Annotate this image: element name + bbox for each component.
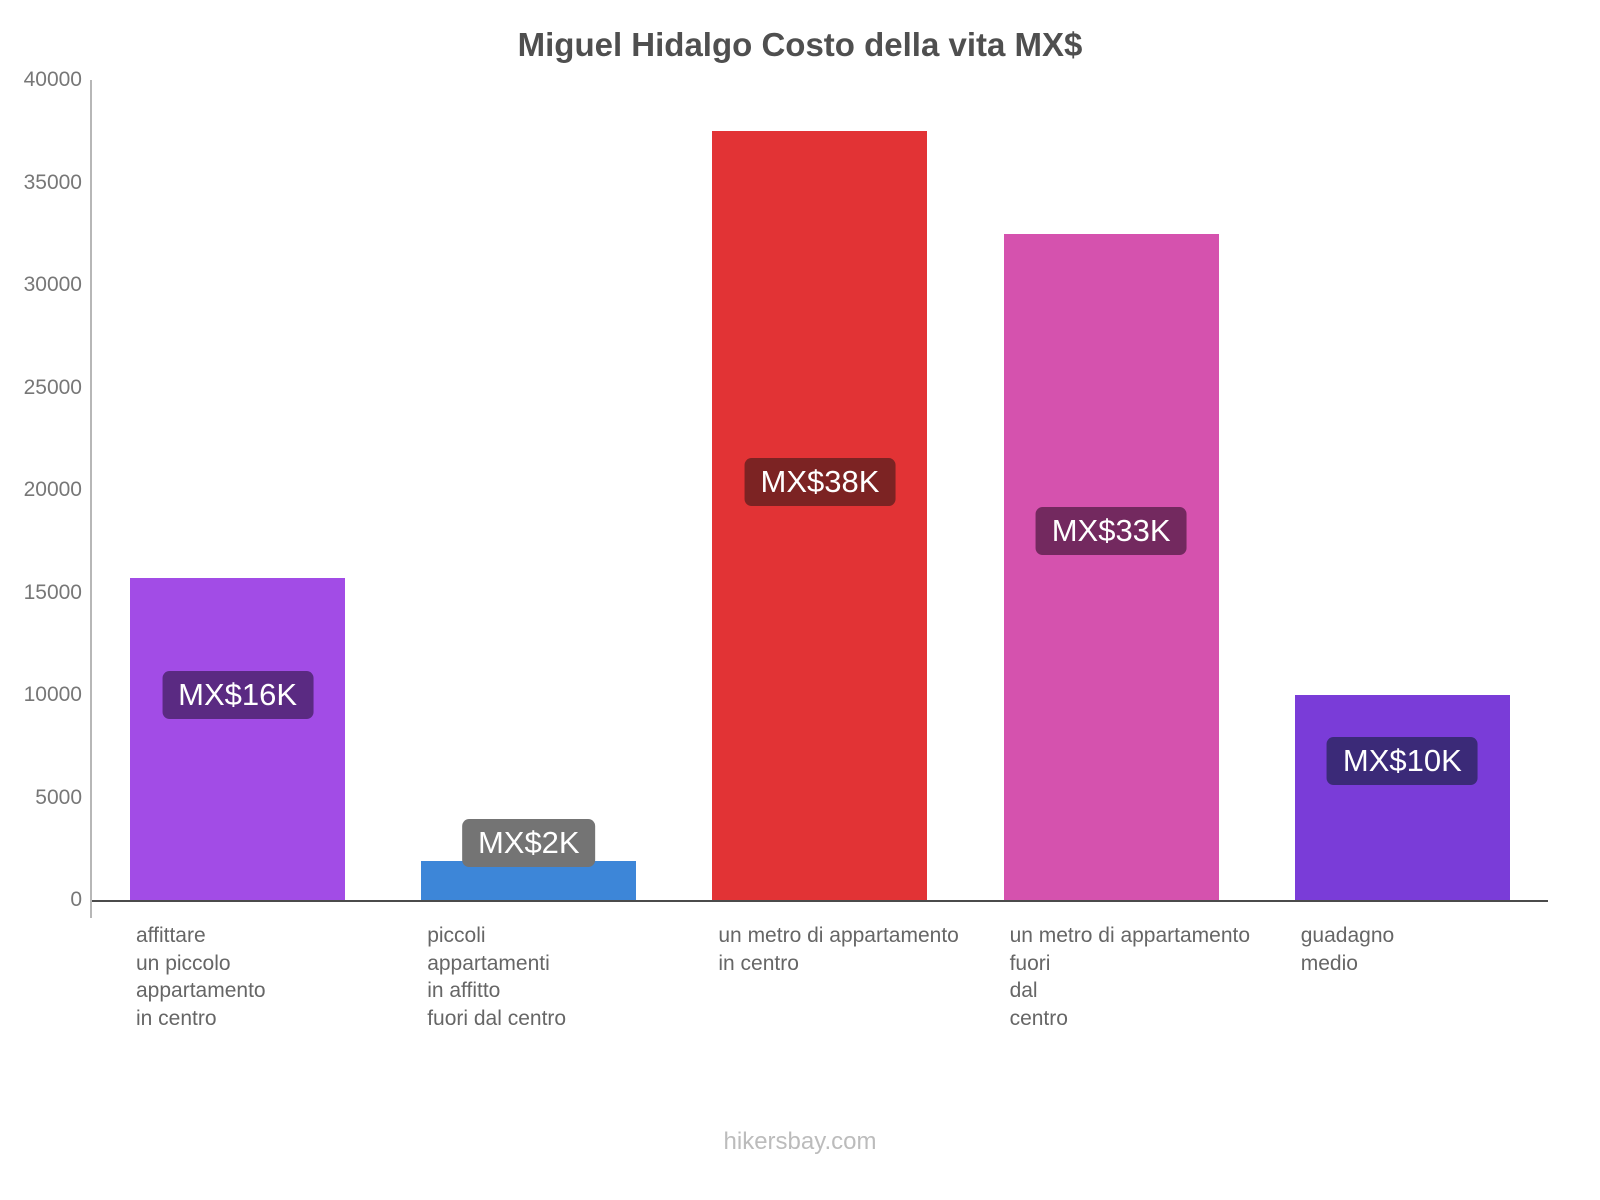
- bar-value-label: MX$10K: [1326, 736, 1478, 785]
- watermark-text: hikersbay.com: [723, 1128, 877, 1155]
- x-category-label-line: piccoli: [427, 924, 486, 947]
- x-category-label-line: in affitto: [427, 979, 501, 1003]
- y-axis-ticks: 0 5000 10000 15000 20000 25000 30000 35000 40000: [0, 68, 82, 911]
- x-category-label: un metro di appartamento fuori dal centro: [966, 922, 1257, 1033]
- bar-2: MX$2K: [421, 818, 637, 900]
- x-category-label: affittare un piccolo appartamento in centro: [92, 922, 383, 1033]
- x-category-label-line: affittare: [136, 924, 206, 947]
- y-tick-label: 0: [70, 888, 82, 911]
- y-tick-label: 5000: [35, 785, 82, 809]
- bar-5: MX$10K: [1294, 695, 1510, 900]
- y-tick-label: 15000: [23, 580, 82, 604]
- x-axis-labels: affittare un piccolo appartamento in centro…: [92, 922, 1548, 1033]
- bar-4: MX$33K: [1003, 233, 1219, 900]
- bar-slot: MX$33K: [966, 80, 1257, 900]
- y-tick-label: 40000: [23, 68, 82, 91]
- bar-value-label: MX$16K: [162, 670, 314, 720]
- y-axis-line: [90, 80, 92, 918]
- y-tick-label: 20000: [23, 478, 82, 501]
- bar-slot: MX$10K: [1257, 80, 1548, 900]
- bar-1: MX$16K: [130, 578, 346, 900]
- x-category-label-line: medio: [1300, 951, 1358, 975]
- x-category-label: un metro di appartamento in centro: [674, 922, 965, 1033]
- plot-area: MX$16K MX$2K MX$38K MX$33K MX$10K: [92, 80, 1548, 902]
- x-category-label-line: un metro di appartamento: [1009, 924, 1251, 947]
- y-tick-label: 35000: [23, 170, 82, 194]
- x-category-label: piccoli appartamenti in affitto fuori dal c…: [383, 922, 674, 1033]
- x-category-label-line: un piccolo: [136, 951, 231, 975]
- x-category-label-line: dal: [1009, 979, 1038, 1003]
- x-category-label-line: guadagno: [1300, 924, 1395, 947]
- bar-slot: MX$38K: [674, 80, 965, 900]
- x-category-label-line: appartamento: [136, 979, 266, 1003]
- x-category-label-line: appartamenti: [427, 951, 550, 975]
- bar-slot: MX$2K: [383, 80, 674, 900]
- x-category-label-line: in centro: [718, 951, 799, 975]
- bar-3: MX$38K: [712, 131, 928, 900]
- bar-value-label: MX$33K: [1035, 506, 1187, 556]
- y-tick-label: 10000: [23, 683, 82, 706]
- chart-title: Miguel Hidalgo Costo della vita MX$: [517, 26, 1083, 63]
- y-tick-label: 30000: [23, 273, 82, 296]
- x-category-label-line: un metro di appartamento: [718, 924, 959, 947]
- x-category-label-line: in centro: [136, 1007, 217, 1031]
- x-category-label-line: fuori: [1009, 951, 1051, 975]
- bar-value-label: MX$2K: [461, 818, 596, 867]
- bar-slot: MX$16K: [92, 80, 383, 900]
- x-category-label-line: fuori dal centro: [427, 1007, 567, 1031]
- y-tick-label: 25000: [23, 375, 82, 399]
- bar-value-label: MX$38K: [744, 457, 896, 506]
- x-category-label: guadagno medio: [1257, 922, 1548, 1033]
- x-category-label-line: centro: [1009, 1007, 1068, 1031]
